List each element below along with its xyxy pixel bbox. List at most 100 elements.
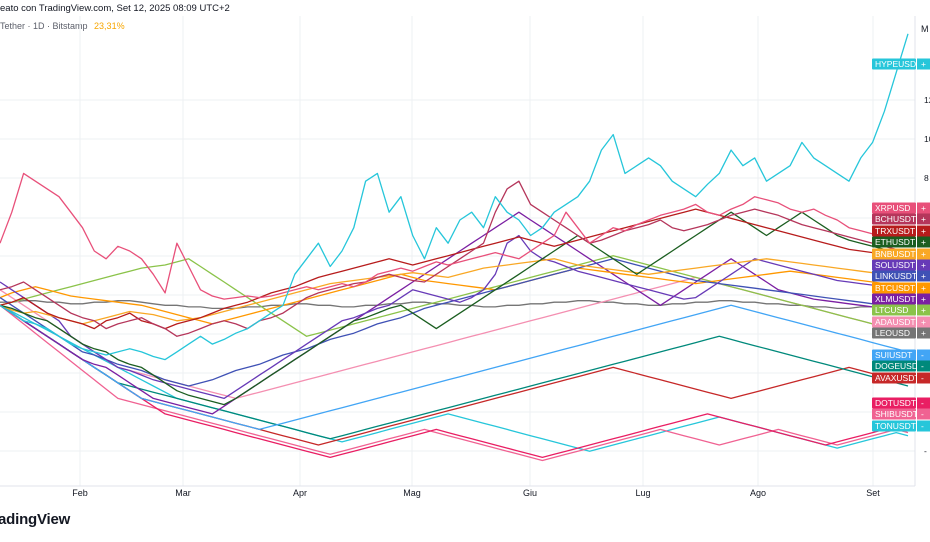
tradingview-logo: adingView (0, 511, 71, 528)
series-badge-value-bg (917, 213, 930, 225)
series-badge-bg (872, 58, 916, 70)
price-axis: 12 10 8 - (924, 95, 930, 456)
series-badge-avaxusdt: AVAXUSDT - (872, 372, 930, 384)
series-badges: HYPEUSD +XRPUSD +BCHUSDT +TRXUSDT +ETHUSDT +B… (872, 58, 930, 432)
series-badge-value-bg (917, 316, 930, 328)
series-badge-value-bg (917, 270, 930, 282)
grid-lines (0, 16, 916, 487)
series-badge-linkusdt: LINKUSDT + (872, 270, 930, 282)
series-badge-value: - (921, 421, 924, 431)
series-badge-bg (872, 349, 916, 361)
series-badge-value-bg (917, 349, 930, 361)
series-badge-bg (872, 213, 916, 225)
series-badge-hypeusd: HYPEUSD + (872, 58, 930, 70)
series-badge-label: XRPUSD (875, 203, 910, 213)
series-line-leousd (0, 300, 909, 310)
time-tick-label: Ago (750, 488, 766, 498)
series-badge-suiusdt: SUIUSDT - (872, 349, 930, 361)
series-badge-label: TRXUSDT (875, 226, 915, 236)
legend-text: Tether · 1D · Bitstamp (0, 21, 88, 31)
series-badge-label: AVAXUSDT (875, 373, 920, 383)
series-badge-bg (872, 372, 916, 384)
series-line-bnbusdt (0, 258, 909, 325)
series-badge-label: SHIBUSDT (875, 409, 918, 419)
series-badge-value: + (921, 249, 926, 259)
series-badge-xlmusdt: XLMUSDT + (872, 293, 930, 305)
series-badge-label: BTCUSDT (875, 283, 915, 293)
series-badge-ltcusd: LTCUSD + (872, 304, 930, 316)
series-line-btcusdt (0, 267, 909, 325)
main-series-legend: Tether · 1D · Bitstamp 23,31% (0, 21, 125, 31)
series-badge-bg (872, 293, 916, 305)
series-badge-value: + (921, 260, 926, 270)
series-badge-value-bg (917, 225, 930, 237)
series-badge-label: SOLUSDT (875, 260, 915, 270)
series-badge-value: - (921, 350, 924, 360)
series-badge-bg (872, 420, 916, 432)
series-badge-solusdt: SOLUSDT + (872, 259, 930, 271)
series-badge-value-bg (917, 408, 930, 420)
time-tick-label: Mag (403, 488, 421, 498)
series-badge-label: TONUSDT (875, 421, 916, 431)
series-badge-value-bg (917, 248, 930, 260)
series-line-ltcusd (0, 255, 909, 337)
series-badge-xrpusd: XRPUSD + (872, 202, 930, 214)
series-badge-value-bg (917, 360, 930, 372)
series-line-bchusdt (0, 180, 909, 337)
series-line-adausdt (0, 276, 909, 400)
series-badge-value: + (921, 59, 926, 69)
series-line-solusdt (0, 234, 909, 400)
series-badge-value-bg (917, 293, 930, 305)
series-badge-value: + (921, 237, 926, 247)
series-badge-value-bg (917, 327, 930, 339)
series-badge-value-bg (917, 236, 930, 248)
legend-value: 23,31% (94, 21, 125, 31)
series-line-shibusdt (0, 304, 909, 462)
series-line-hypeusd (0, 33, 909, 361)
series-badge-bg (872, 270, 916, 282)
series-line-avaxusdt (0, 304, 909, 446)
series-badge-btcusdt: BTCUSDT + (872, 282, 930, 294)
series-badge-label: BCHUSDT (875, 214, 916, 224)
series-badge-bg (872, 397, 916, 409)
series-badge-value-bg (917, 397, 930, 409)
series-badge-bg (872, 360, 916, 372)
series-badge-label: ADAUSDT (875, 317, 916, 327)
series-line-xlmusdt (0, 211, 909, 415)
time-tick-label: Feb (72, 488, 88, 498)
series-badge-adausdt: ADAUSDT + (872, 316, 930, 328)
time-tick-label: Apr (293, 488, 307, 498)
series-badge-value: - (921, 398, 924, 408)
price-tick-label: 10 (924, 134, 930, 144)
series-badge-value-bg (917, 304, 930, 316)
time-tick-label: Lug (635, 488, 650, 498)
series-badge-value-bg (917, 259, 930, 271)
series-badge-bg (872, 304, 916, 316)
series-badge-label: LINKUSDT (875, 271, 917, 281)
series-badge-trxusdt: TRXUSDT + (872, 225, 930, 237)
series-badge-value: + (921, 283, 926, 293)
series-badge-bg (872, 236, 916, 248)
series-badge-value: + (921, 317, 926, 327)
series-badge-label: SUIUSDT (875, 350, 912, 360)
series-badge-value: - (921, 361, 924, 371)
chart-caption: eato con TradingView.com, Set 12, 2025 0… (0, 3, 230, 14)
series-badge-value: + (921, 226, 926, 236)
series-badge-label: LEOUSD (875, 328, 910, 338)
series-line-linkusdt (0, 258, 909, 387)
series-badge-value: + (921, 271, 926, 281)
price-axis-unit: M (921, 24, 929, 34)
series-badge-label: LTCUSD (875, 305, 908, 315)
series-badge-bg (872, 248, 916, 260)
series-badge-label: DOGEUSDT (875, 361, 923, 371)
series-badge-bg (872, 316, 916, 328)
series-badge-bchusdt: BCHUSDT + (872, 213, 930, 225)
series-badge-value: + (921, 214, 926, 224)
series-badge-dogeusdt: DOGEUSDT- (872, 360, 930, 372)
series-badge-bg (872, 282, 916, 294)
series-badge-dotusdt: DOTUSDT - (872, 397, 930, 409)
price-tick-label: 8 (924, 173, 929, 183)
series-badge-value-bg (917, 420, 930, 432)
series-badge-label: BNBUSDT (875, 249, 916, 259)
